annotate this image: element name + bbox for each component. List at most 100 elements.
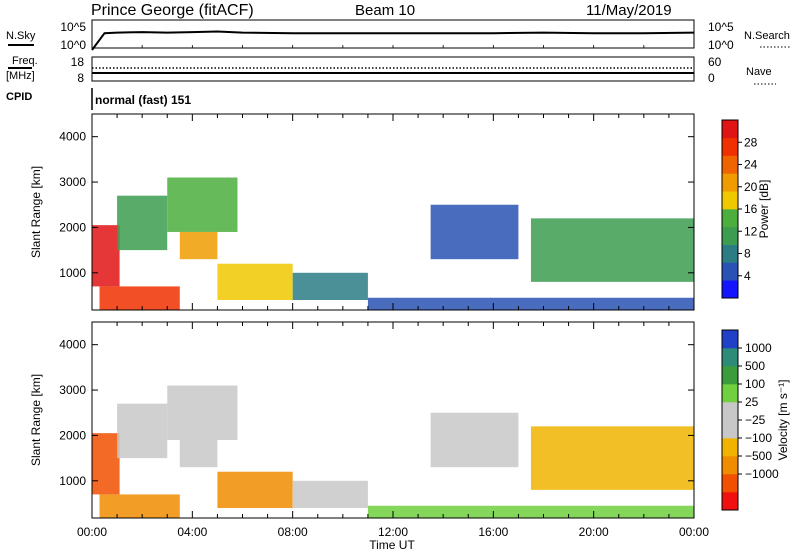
velocity-colorbar-segment — [722, 330, 738, 349]
power-colorbar-tick-label: 12 — [744, 224, 758, 238]
data-region — [117, 195, 168, 251]
nsky-label: N.Sky — [6, 30, 36, 42]
power-colorbar-tick-label: 20 — [744, 180, 758, 194]
velocity-colorbar-segment — [722, 492, 738, 511]
power-colorbar-segment — [722, 155, 738, 174]
data-region — [99, 494, 180, 518]
nsearch-label: N.Search — [744, 30, 790, 42]
velocity-colorbar-segment — [722, 402, 738, 421]
velocity-colorbar-segment — [722, 438, 738, 457]
data-region — [430, 204, 519, 260]
power-panel: 1000 2000 3000 4000 Slant Range [km] — [29, 113, 695, 311]
y-tick-label: 1000 — [59, 266, 86, 280]
time-tick-label: 04:00 — [177, 525, 207, 539]
power-colorbar-segment — [722, 209, 738, 228]
velocity-colorbar-tick-label: 1000 — [745, 341, 772, 355]
freq-tick-top-right: 60 — [708, 55, 722, 69]
data-region — [167, 177, 238, 232]
noise-tick-bottom-left: 10^0 — [60, 38, 86, 52]
data-region — [92, 225, 120, 287]
nsky-series — [91, 30, 695, 51]
data-region — [167, 385, 238, 440]
freq-panel: 18 8 60 0 Freq. [MHz] Nave — [6, 55, 776, 85]
time-tick-label: 16:00 — [478, 525, 508, 539]
date-label: 11/May/2019 — [586, 2, 672, 19]
power-colorbar-segment — [722, 191, 738, 210]
freq-unit-label: [MHz] — [6, 70, 35, 82]
cpid-text: normal (fast) 151 — [95, 93, 191, 107]
time-axis-title: Time UT — [369, 538, 415, 552]
cpid-label: CPID — [6, 91, 32, 103]
velocity-colorbar-tick-label: −25 — [745, 413, 766, 427]
beam-label: Beam 10 — [355, 2, 415, 19]
velocity-colorbar-tick-label: 25 — [745, 395, 759, 409]
velocity-colorbar-tick-label: −100 — [745, 431, 772, 445]
time-tick-label: 12:00 — [378, 525, 408, 539]
velocity-colorbar-segment — [722, 366, 738, 385]
freq-label: Freq. — [12, 55, 38, 67]
data-region — [430, 412, 519, 468]
velocity-colorbar-segment — [722, 456, 738, 475]
freq-tick-bottom-left: 8 — [77, 71, 84, 85]
y-tick-label: 3000 — [59, 383, 86, 397]
freq-tick-bottom-right: 0 — [708, 71, 715, 85]
power-colorbar-segment — [722, 262, 738, 281]
power-colorbar-segment — [722, 173, 738, 192]
velocity-colorbar-tick-label: −1000 — [745, 467, 779, 481]
power-colorbar-segment — [722, 120, 738, 139]
data-region — [530, 218, 694, 282]
power-colorbar-segment — [722, 280, 738, 299]
freq-panel-frame — [91, 56, 695, 82]
velocity-colorbar-segment — [722, 348, 738, 367]
station-title: Prince George (fitACF) — [91, 2, 254, 19]
y-tick-label: 1000 — [59, 474, 86, 488]
velocity-colorbar-segment — [722, 420, 738, 439]
noise-tick-bottom-right: 10^0 — [708, 38, 734, 52]
velocity-colorbar-segment — [722, 384, 738, 403]
data-region — [292, 480, 368, 509]
power-data — [92, 177, 694, 310]
nave-label: Nave — [746, 66, 772, 78]
power-colorbar: 4 8 12 16 20 24 28 Power [dB] — [721, 119, 771, 299]
time-tick-label: 08:00 — [278, 525, 308, 539]
data-region — [92, 433, 120, 495]
data-region — [367, 505, 694, 518]
y-tick-label: 2000 — [59, 428, 86, 442]
data-region — [217, 471, 293, 509]
noise-tick-top-left: 10^5 — [60, 20, 86, 34]
data-region — [117, 403, 168, 459]
y-tick-label: 3000 — [59, 175, 86, 189]
y-tick-label: 4000 — [59, 130, 86, 144]
data-region — [217, 263, 293, 301]
data-region — [292, 272, 368, 301]
power-colorbar-tick-label: 8 — [744, 247, 751, 261]
data-region — [530, 426, 694, 490]
time-tick-label: 20:00 — [579, 525, 609, 539]
power-colorbar-segment — [722, 244, 738, 263]
data-region — [99, 286, 180, 310]
y-tick-label: 4000 — [59, 338, 86, 352]
power-colorbar-tick-label: 24 — [744, 158, 758, 172]
data-region — [367, 297, 694, 310]
power-colorbar-tick-label: 28 — [744, 135, 758, 149]
power-y-axis-title: Slant Range [km] — [29, 166, 43, 258]
freq-tick-top-left: 18 — [71, 55, 85, 69]
time-tick-label: 00:00 — [77, 525, 107, 539]
power-colorbar-segment — [722, 137, 738, 156]
time-tick-label: 00:00 — [679, 525, 709, 539]
noise-tick-top-right: 10^5 — [708, 20, 734, 34]
power-colorbar-title: Power [dB] — [757, 180, 771, 239]
velocity-colorbar-tick-label: 100 — [745, 377, 765, 391]
velocity-panel: 1000 2000 3000 4000 Slant Range [km] 00:00 0… — [29, 321, 709, 552]
data-region — [179, 231, 218, 260]
velocity-colorbar-segment — [722, 474, 738, 493]
velocity-colorbar: 1000 500 100 25 −25 −100 −500 −1000 Velocity [m… — [721, 329, 790, 511]
power-colorbar-segment — [722, 226, 738, 245]
velocity-colorbar-title: Velocity [m s⁻¹] — [776, 379, 790, 460]
noise-panel: 10^5 10^0 10^5 10^0 N.Sky N.Search — [6, 19, 790, 52]
velocity-y-axis-title: Slant Range [km] — [29, 374, 43, 466]
velocity-colorbar-tick-label: 500 — [745, 359, 765, 373]
data-region — [179, 439, 218, 468]
y-tick-label: 2000 — [59, 220, 86, 234]
